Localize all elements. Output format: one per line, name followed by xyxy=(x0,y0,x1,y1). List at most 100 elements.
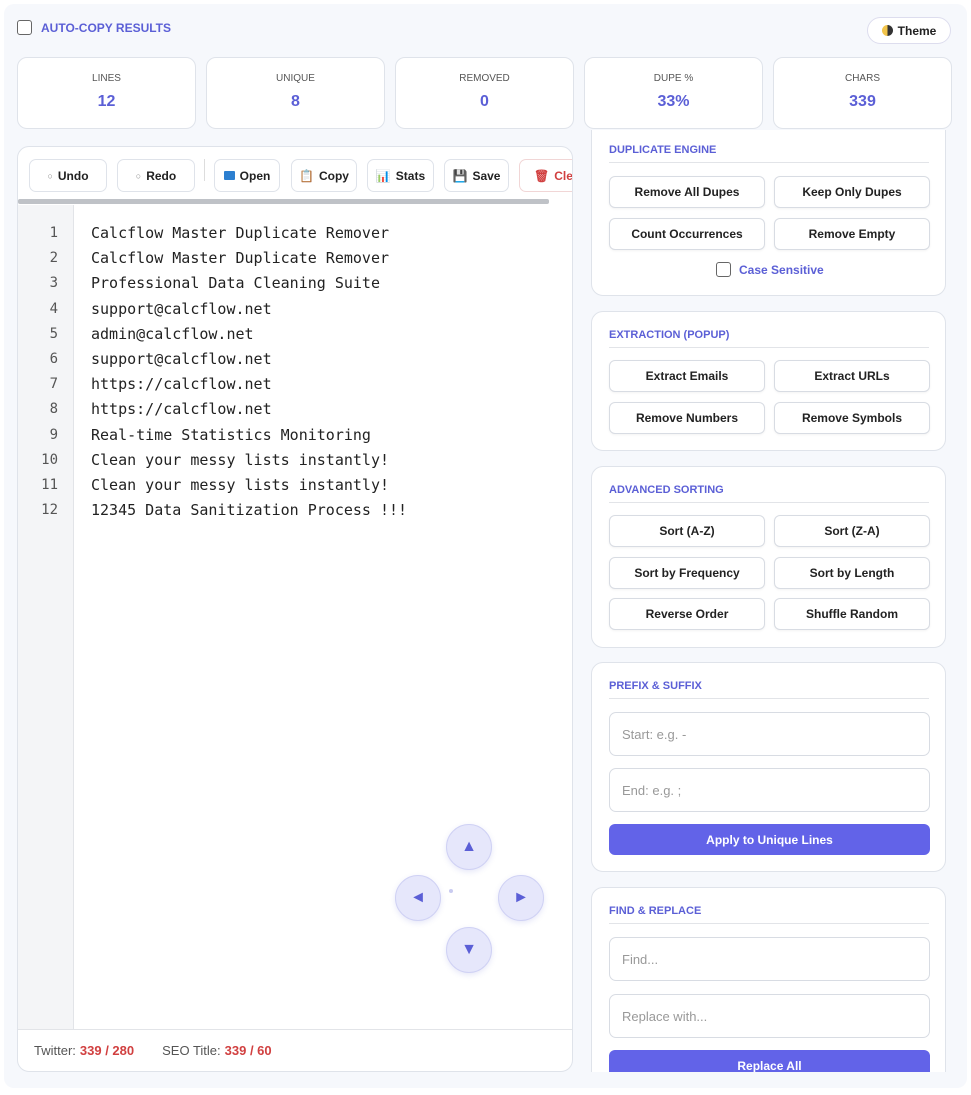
line-number: 6 xyxy=(49,351,58,367)
arrow-left-icon: ◄ xyxy=(410,889,426,906)
case-sensitive-label: Case Sensitive xyxy=(739,262,824,277)
text-line: admin@calcflow.net xyxy=(91,324,254,343)
line-number: 4 xyxy=(49,300,58,317)
line-gutter: 1 2 3 4 5 6 7 8 9 10 11 12 xyxy=(18,205,74,1029)
text-line: Calcflow Master Duplicate Remover xyxy=(91,224,390,242)
scroll-down-button[interactable]: ▼ xyxy=(446,927,492,973)
toolbar-divider xyxy=(204,159,205,181)
suffix-input[interactable]: End: e.g. ; xyxy=(609,768,930,812)
advanced-sorting-card: ADVANCED SORTING Sort (A-Z) Sort (Z-A) S… xyxy=(591,466,946,648)
replace-input[interactable]: Replace with... xyxy=(609,994,930,1038)
folder-icon xyxy=(223,171,235,180)
copy-label: Copy xyxy=(318,168,349,183)
line-number: 1 xyxy=(49,225,58,241)
footer-counters: Twitter: 339 / 280 SEO Title: 339 / 60 xyxy=(18,1029,572,1071)
text-line: https://calcflow.net xyxy=(91,375,272,394)
text-line: 12345 Data Sanitization Process !!! xyxy=(91,501,408,520)
line-number: 10 xyxy=(41,451,58,468)
floppy-icon: 💾 xyxy=(452,168,468,183)
seo-value: 339 / 60 xyxy=(224,1043,272,1058)
prefix-input[interactable]: Start: e.g. - xyxy=(609,712,930,756)
sort-z-a-button[interactable]: Sort (Z-A) xyxy=(774,515,930,547)
stat-value: 0 xyxy=(480,93,489,110)
text-line: Professional Data Cleaning Suite xyxy=(91,274,380,293)
case-sensitive-toggle[interactable]: Case Sensitive xyxy=(716,262,824,277)
sort-frequency-button[interactable]: Sort by Frequency xyxy=(609,557,765,589)
auto-copy-checkbox[interactable] xyxy=(17,20,32,35)
keep-only-dupes-button[interactable]: Keep Only Dupes xyxy=(774,176,930,208)
trash-icon: 🗑 xyxy=(534,168,550,183)
copy-button[interactable]: 📋 Copy xyxy=(291,159,357,192)
count-occurrences-button[interactable]: Count Occurrences xyxy=(609,218,765,250)
extract-emails-button[interactable]: Extract Emails xyxy=(609,360,765,392)
case-sensitive-checkbox[interactable] xyxy=(716,262,731,277)
auto-copy-toggle[interactable]: AUTO-COPY RESULTS xyxy=(17,20,171,35)
remove-numbers-button[interactable]: Remove Numbers xyxy=(609,402,765,434)
stat-dupe-percent: DUPE % 33% xyxy=(584,57,763,129)
seo-label: SEO Title: xyxy=(162,1043,221,1058)
clear-button[interactable]: 🗑 Clear xyxy=(519,159,573,192)
stat-value: 8 xyxy=(291,93,300,110)
undo-button[interactable]: ○ Undo xyxy=(29,159,107,192)
sort-a-z-button[interactable]: Sort (A-Z) xyxy=(609,515,765,547)
stats-label: Stats xyxy=(395,168,426,183)
stat-label: DUPE % xyxy=(653,73,694,84)
stat-removed: REMOVED 0 xyxy=(395,57,574,129)
save-button[interactable]: 💾 Save xyxy=(444,159,509,192)
line-number: 12 xyxy=(41,502,58,519)
clear-label: Clear xyxy=(554,168,573,183)
stat-value: 33% xyxy=(657,93,690,110)
theme-icon xyxy=(881,25,893,36)
save-label: Save xyxy=(472,168,501,183)
arrow-right-icon: ► xyxy=(513,889,529,906)
line-number: 2 xyxy=(49,250,58,267)
chart-icon: 📊 xyxy=(375,168,391,183)
open-button[interactable]: Open xyxy=(214,159,280,192)
extraction-card: EXTRACTION (POPUP) Extract Emails Extrac… xyxy=(591,311,946,451)
center-dot xyxy=(449,889,453,893)
find-input[interactable]: Find... xyxy=(609,937,930,981)
card-title: DUPLICATE ENGINE xyxy=(609,144,929,163)
redo-icon: ○ xyxy=(135,170,142,181)
sort-length-button[interactable]: Sort by Length xyxy=(774,557,930,589)
text-line: https://calcflow.net xyxy=(91,400,272,419)
undo-label: Undo xyxy=(57,168,89,183)
card-title: PREFIX & SUFFIX xyxy=(609,680,929,699)
remove-symbols-button[interactable]: Remove Symbols xyxy=(774,402,930,434)
scroll-left-button[interactable]: ◄ xyxy=(395,875,441,921)
theme-label: Theme xyxy=(897,23,937,38)
scroll-right-button[interactable]: ► xyxy=(498,875,544,921)
clipboard-icon: 📋 xyxy=(299,168,314,183)
stat-label: CHARS xyxy=(844,73,880,84)
twitter-value: 339 / 280 xyxy=(79,1043,135,1058)
stat-unique: UNIQUE 8 xyxy=(206,57,385,129)
text-line: support@calcflow.net xyxy=(91,350,272,368)
stat-chars: CHARS 339 xyxy=(773,57,952,129)
replace-all-button[interactable]: Replace All xyxy=(609,1050,930,1072)
redo-button[interactable]: ○ Redo xyxy=(117,159,195,192)
auto-copy-label: AUTO-COPY RESULTS xyxy=(41,20,172,35)
shuffle-random-button[interactable]: Shuffle Random xyxy=(774,598,930,630)
apply-unique-lines-button[interactable]: Apply to Unique Lines xyxy=(609,824,930,855)
card-title: EXTRACTION (POPUP) xyxy=(609,329,929,348)
extract-urls-button[interactable]: Extract URLs xyxy=(774,360,930,392)
horizontal-scrollbar[interactable] xyxy=(18,199,549,204)
scroll-up-button[interactable]: ▲ xyxy=(446,824,492,870)
editor-panel: ○ Undo ○ Redo Open 📋 Copy 📊 Stats 💾 Save 🗑 Cle… xyxy=(17,146,573,1072)
text-line: Calcflow Master Duplicate Remover xyxy=(91,249,390,268)
reverse-order-button[interactable]: Reverse Order xyxy=(609,598,765,630)
stat-label: REMOVED xyxy=(459,73,510,84)
stats-button[interactable]: 📊 Stats xyxy=(367,159,434,192)
remove-empty-button[interactable]: Remove Empty xyxy=(774,218,930,250)
remove-all-dupes-button[interactable]: Remove All Dupes xyxy=(609,176,765,208)
tools-column[interactable]: DUPLICATE ENGINE Remove All Dupes Keep O… xyxy=(591,130,947,1072)
stat-lines: LINES 12 xyxy=(17,57,196,129)
text-line: Clean your messy lists instantly! xyxy=(91,476,390,494)
theme-button[interactable]: Theme xyxy=(867,17,951,44)
arrow-up-icon: ▲ xyxy=(461,838,477,855)
twitter-label: Twitter: xyxy=(34,1043,76,1058)
line-number: 9 xyxy=(49,426,58,443)
stat-label: UNIQUE xyxy=(276,73,315,84)
card-title: ADVANCED SORTING xyxy=(609,484,929,503)
prefix-suffix-card: PREFIX & SUFFIX Start: e.g. - End: e.g. … xyxy=(591,662,946,872)
